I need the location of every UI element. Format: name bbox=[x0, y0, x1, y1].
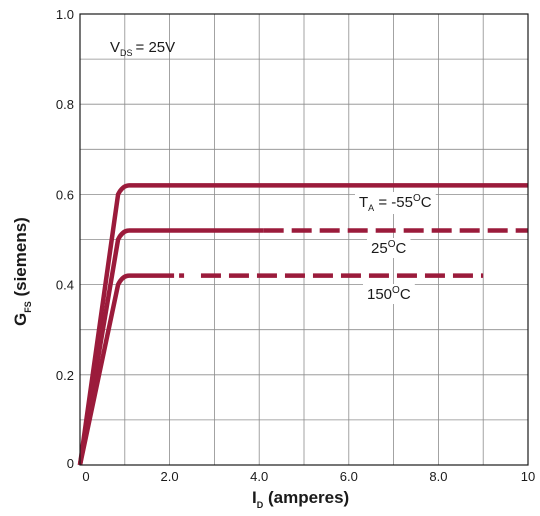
y-tick-label: 1.0 bbox=[56, 7, 74, 22]
x-tick-label: 4.0 bbox=[250, 469, 268, 484]
x-tick-label: 0 bbox=[82, 469, 89, 484]
series-minus55c-solid bbox=[77, 183, 528, 466]
series-label-background bbox=[367, 238, 411, 258]
series-label-background bbox=[363, 284, 415, 304]
x-tick-label: 2.0 bbox=[161, 469, 179, 484]
grid bbox=[80, 14, 528, 465]
series-label-background bbox=[355, 192, 436, 214]
y-tick-label: 0.2 bbox=[56, 368, 74, 383]
condition-label: VDS = 25V bbox=[110, 39, 175, 58]
y-tick-label: 0.4 bbox=[56, 278, 74, 293]
series-label-25c: 25OC bbox=[371, 239, 406, 257]
y-tick-label: 0.8 bbox=[56, 97, 74, 112]
tick-labels: 0 2.0 4.0 6.0 8.0 10 0 0.2 0.4 0.6 0.8 1.0 bbox=[56, 7, 535, 484]
x-tick-label: 8.0 bbox=[429, 469, 447, 484]
x-tick-label: 10 bbox=[521, 469, 535, 484]
series-label-minus55c: TA = -55OC bbox=[359, 193, 432, 213]
series-25c-solid bbox=[77, 228, 264, 466]
plot-frame bbox=[79, 13, 529, 466]
x-tick-label: 6.0 bbox=[340, 469, 358, 484]
y-tick-label: 0 bbox=[67, 456, 74, 471]
series-150c-solid bbox=[77, 273, 175, 466]
y-axis-title: GFS (siemens) bbox=[11, 217, 33, 326]
x-axis-title: ID (amperes) bbox=[252, 488, 349, 510]
series-label-150c: 150OC bbox=[367, 285, 411, 303]
series-lines bbox=[77, 183, 528, 466]
y-tick-label: 0.6 bbox=[56, 187, 74, 202]
